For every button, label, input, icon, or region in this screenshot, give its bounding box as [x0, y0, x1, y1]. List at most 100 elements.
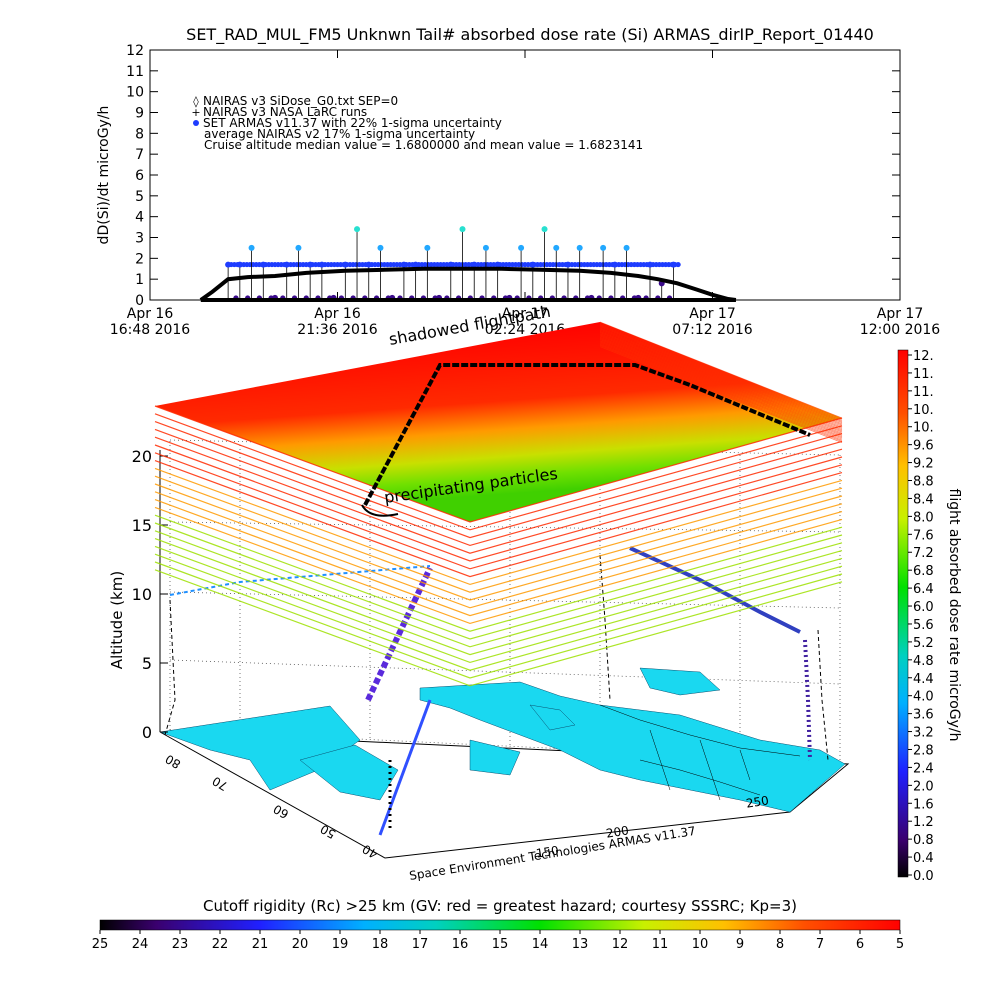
right-colorbar-tick-label: 2.4: [913, 761, 934, 776]
x-tick-label-date: Apr 17: [689, 306, 735, 322]
layer-slice-back: [599, 322, 843, 420]
bottom-colorbar-tick-label: 10: [692, 937, 709, 952]
legend-marker: +: [191, 106, 200, 119]
layer-slice: [154, 538, 843, 656]
latitude-tick-label: 60: [271, 802, 291, 822]
right-colorbar-ticks: 12. 11. 11. 10. 10. 9.6 9.2 8.8 8.4 8.0 7.6 7.2 6.8 6…: [908, 349, 934, 884]
layer-slice-back: [599, 321, 843, 419]
altitude-tick-label: 5: [142, 654, 152, 673]
altitude-axis-label: Altitude (km): [108, 571, 126, 669]
nairas-line: [199, 266, 737, 302]
armas-point: [283, 261, 290, 268]
armas-series: [225, 226, 681, 301]
layer-slice-back: [599, 326, 843, 424]
y-tick-label: 7: [135, 147, 144, 163]
legend-entry: SET ARMAS v11.37 with 22% 1-sigma uncert…: [203, 116, 502, 130]
right-colorbar-tick-label: 2.8: [913, 743, 934, 758]
y-tick-label: 1: [135, 272, 144, 288]
armas-point: [248, 244, 255, 251]
right-colorbar-tick-label: 1.6: [913, 797, 934, 812]
layer-slice-back: [599, 339, 843, 436]
layer-slice: [154, 553, 843, 671]
armas-point: [307, 261, 314, 268]
armas-point: [647, 261, 653, 268]
bottom-colorbar-tick-label: 21: [252, 937, 269, 952]
layer-slice-back: [599, 336, 843, 434]
layer-slice: [154, 413, 843, 531]
armas-point: [623, 244, 630, 251]
armas-point: [225, 261, 232, 268]
legend-entry: Cruise altitude median value = 1.6800000…: [204, 138, 643, 152]
right-colorbar-tick-label: 8.8: [913, 475, 934, 490]
bottom-colorbar-tick-label: 22: [212, 937, 229, 952]
layer-slice-back: [599, 325, 843, 422]
bottom-colorbar-tick-label: 5: [896, 937, 904, 952]
armas-point: [377, 244, 384, 251]
right-colorbar-tick-label: 4.0: [913, 690, 934, 705]
map-border-lines: [599, 704, 801, 801]
x-tick-label-time: 07:12 2016: [672, 322, 753, 338]
latitude-tick-label: 70: [210, 774, 230, 794]
flight-path-loop: [361, 504, 399, 517]
flight-path-cruise: [363, 363, 811, 506]
armas-point: [260, 261, 267, 268]
y-tick-label: 6: [135, 168, 144, 184]
bottom-colorbar-tick-label: 11: [652, 937, 669, 952]
right-colorbar-tick-label: 3.2: [913, 726, 934, 741]
armas-point: [424, 244, 431, 251]
bottom-colorbar-tick-label: 7: [816, 937, 824, 952]
latitude-tick-label: 50: [318, 822, 338, 842]
bottom-colorbar-tick-label: 16: [452, 937, 469, 952]
armas-point: [553, 244, 560, 251]
armas-point: [600, 244, 607, 251]
latitude-tick-label: 40: [360, 842, 380, 862]
armas-point: [365, 261, 372, 268]
y-tick-label: 3: [135, 231, 144, 247]
altitude-tick-label: 0: [142, 723, 152, 742]
armas-point: [494, 261, 501, 268]
bottom-colorbar-ticks: 25 24 23 22 21 20 19 18 17 16 15 14 13 12 11 10 9 8 7 6 5: [92, 930, 904, 952]
bottom-colorbar-tick-label: 19: [332, 937, 349, 952]
armas-point: [354, 226, 361, 233]
armas-point: [447, 261, 454, 268]
layer-slice: [154, 491, 843, 609]
right-colorbar-tick-label: 8.4: [913, 492, 934, 507]
y-tick-label: 11: [126, 64, 144, 80]
layer-slice-back: [599, 328, 843, 426]
armas-point: [541, 226, 548, 233]
layer-slice-back: [599, 329, 843, 427]
armas-point: [342, 261, 349, 268]
armas-point: [670, 261, 677, 268]
right-colorbar-tick-label: 9.2: [913, 457, 934, 472]
layer-slice: [154, 452, 843, 570]
chart-title: SET_RAD_MUL_FM5 Unknwn Tail# absorbed do…: [186, 25, 874, 45]
armas-point: [564, 261, 571, 268]
armas-point: [412, 261, 419, 268]
armas-point: [471, 261, 478, 268]
longitude-tick-label: 250: [745, 793, 770, 810]
layer-slice: [154, 530, 843, 648]
layer-slice: [154, 436, 843, 554]
layer-slice: [154, 506, 843, 625]
3d-flight-panel: 0 5 10 15 20 Altitude (km) 150 200 250 40 50 60 7…: [108, 302, 850, 883]
armas-point: [529, 261, 536, 268]
altitude-tick-label: 15: [132, 516, 152, 535]
right-colorbar-tick-label: 9.6: [913, 439, 934, 454]
armas-point: [518, 244, 525, 251]
legend-marker-armas: [193, 120, 199, 126]
layer-slice-back: [599, 332, 843, 429]
layer-slice: [154, 467, 843, 586]
y-tick-label: 2: [135, 251, 144, 267]
x-tick-label-date: Apr 17: [502, 306, 548, 322]
layer-slice-back: [599, 340, 843, 438]
layer-slice-back: [599, 341, 843, 439]
layer-slice: [154, 405, 843, 523]
shadowed-flight-path: [164, 546, 829, 836]
layer-slice-back: [599, 323, 843, 421]
layer-slice-back: [599, 334, 843, 432]
layer-slice: [154, 561, 843, 679]
x-tick-label-date: Apr 16: [127, 306, 174, 322]
layer-slice-back: [599, 330, 843, 428]
armas-point: [611, 261, 618, 268]
layer-slice: [154, 545, 843, 664]
